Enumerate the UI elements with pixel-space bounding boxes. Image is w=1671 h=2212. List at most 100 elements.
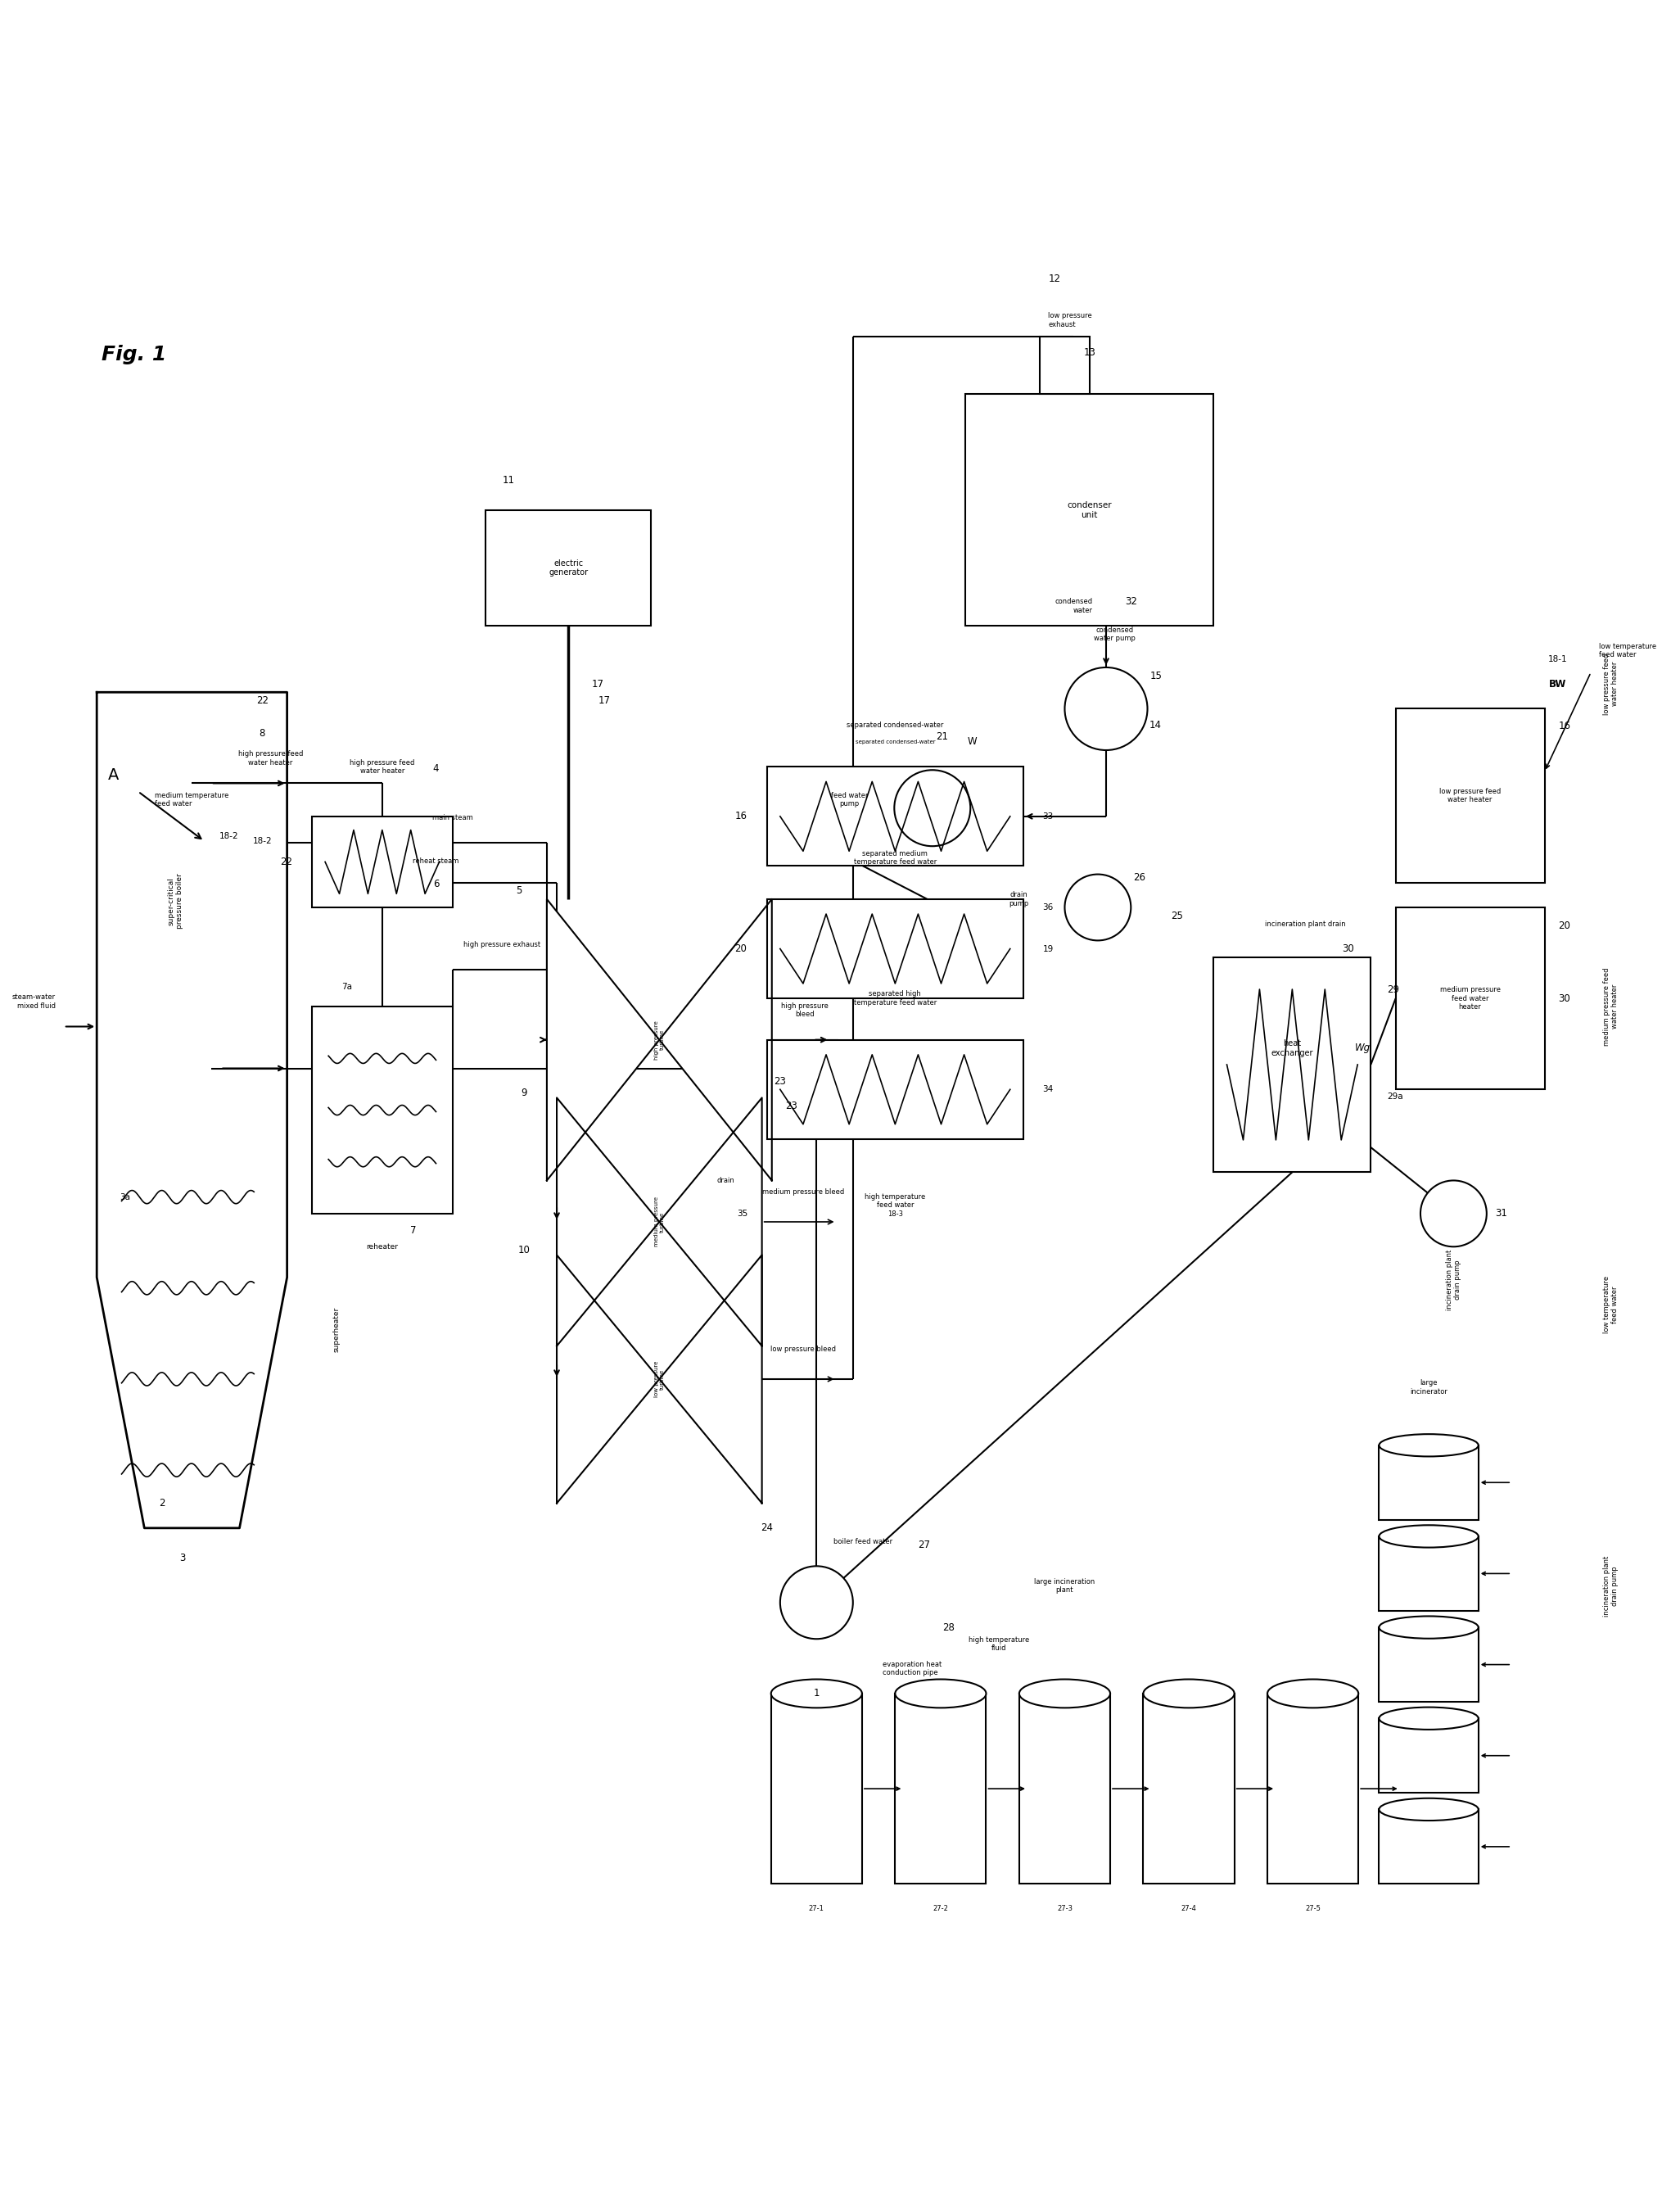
- Ellipse shape: [1143, 1679, 1235, 1708]
- Text: feed water
pump: feed water pump: [830, 792, 869, 807]
- Bar: [486, 511, 652, 626]
- Text: high pressure feed
water heater: high pressure feed water heater: [349, 759, 414, 774]
- Circle shape: [1064, 668, 1148, 750]
- Text: superheater: superheater: [333, 1307, 341, 1352]
- Polygon shape: [660, 1254, 762, 1504]
- Text: 26: 26: [1133, 872, 1145, 883]
- Text: low pressure feed
water heater: low pressure feed water heater: [1439, 787, 1501, 803]
- Polygon shape: [556, 1254, 660, 1504]
- Bar: [312, 1006, 453, 1214]
- Text: high pressure exhaust: high pressure exhaust: [463, 940, 541, 949]
- Text: 7a: 7a: [341, 982, 353, 991]
- Ellipse shape: [896, 1679, 986, 1708]
- Text: 27-3: 27-3: [1058, 1905, 1073, 1913]
- Bar: [1379, 1809, 1479, 1885]
- Text: Fig. 1: Fig. 1: [102, 345, 167, 365]
- Text: condenser
unit: condenser unit: [1068, 502, 1111, 520]
- Text: 22: 22: [256, 695, 269, 706]
- Polygon shape: [660, 1097, 762, 1345]
- Bar: [1379, 1537, 1479, 1610]
- Text: 5: 5: [516, 885, 521, 896]
- Polygon shape: [556, 1097, 660, 1345]
- Bar: [1395, 708, 1544, 883]
- Text: medium pressure
feed water
heater: medium pressure feed water heater: [1440, 987, 1501, 1011]
- Text: 11: 11: [503, 476, 515, 487]
- Text: steam-water
mixed fluid: steam-water mixed fluid: [12, 993, 55, 1009]
- Text: W: W: [968, 737, 978, 748]
- Bar: [767, 898, 1023, 998]
- Text: 34: 34: [1043, 1086, 1054, 1093]
- Text: 2: 2: [159, 1498, 165, 1509]
- Text: 3a: 3a: [120, 1192, 130, 1201]
- Ellipse shape: [1379, 1524, 1479, 1548]
- Text: 30: 30: [1342, 945, 1354, 953]
- Bar: [1379, 1628, 1479, 1701]
- Text: 20: 20: [735, 945, 747, 953]
- Text: high pressure feed
water heater: high pressure feed water heater: [237, 750, 302, 765]
- Bar: [896, 1694, 986, 1885]
- Text: 29: 29: [1387, 984, 1400, 995]
- Bar: [767, 768, 1023, 867]
- Polygon shape: [546, 898, 660, 1181]
- Text: BW: BW: [1549, 679, 1566, 690]
- Text: large
incinerator: large incinerator: [1410, 1380, 1447, 1396]
- Text: high pressure
bleed: high pressure bleed: [782, 1002, 829, 1018]
- Text: 19: 19: [1043, 945, 1054, 953]
- Text: 25: 25: [1171, 911, 1183, 920]
- Bar: [1379, 1444, 1479, 1520]
- Bar: [312, 816, 453, 907]
- Text: 28: 28: [942, 1621, 956, 1632]
- Text: medium pressure bleed: medium pressure bleed: [762, 1188, 844, 1197]
- Text: evaporation heat
conduction pipe: evaporation heat conduction pipe: [882, 1661, 942, 1677]
- Text: low pressure bleed: low pressure bleed: [770, 1345, 836, 1354]
- Text: drain
pump: drain pump: [1009, 891, 1028, 907]
- Text: 33: 33: [1043, 812, 1054, 821]
- Text: incineration plant
drain pump: incineration plant drain pump: [1445, 1250, 1462, 1310]
- Text: Wg: Wg: [1355, 1042, 1370, 1053]
- Text: 27-1: 27-1: [809, 1905, 824, 1913]
- Text: condensed
water pump: condensed water pump: [1093, 626, 1135, 641]
- Text: medium pressure
turbine: medium pressure turbine: [653, 1197, 665, 1248]
- Text: 27-5: 27-5: [1305, 1905, 1320, 1913]
- Text: 30: 30: [1559, 993, 1571, 1004]
- Ellipse shape: [1267, 1679, 1359, 1708]
- Bar: [1143, 1694, 1235, 1885]
- Ellipse shape: [1379, 1433, 1479, 1455]
- Text: condensed
water: condensed water: [1054, 597, 1093, 615]
- Text: drain: drain: [717, 1177, 735, 1183]
- Polygon shape: [660, 898, 772, 1181]
- Text: 17: 17: [592, 679, 605, 690]
- Text: 12: 12: [1048, 272, 1061, 283]
- Ellipse shape: [1379, 1708, 1479, 1730]
- Text: low temperature
feed water: low temperature feed water: [1602, 1276, 1619, 1334]
- Polygon shape: [97, 692, 287, 1528]
- Text: 10: 10: [518, 1245, 530, 1256]
- Text: high temperature
feed water
18-3: high temperature feed water 18-3: [864, 1192, 926, 1217]
- Text: 27: 27: [917, 1540, 931, 1551]
- Text: 9: 9: [521, 1088, 526, 1097]
- Text: low pressure
turbine: low pressure turbine: [653, 1360, 665, 1398]
- Text: 23: 23: [785, 1102, 797, 1110]
- Text: 15: 15: [1150, 670, 1161, 681]
- Text: separated condensed-water: separated condensed-water: [847, 721, 944, 730]
- Text: 18-1: 18-1: [1547, 655, 1567, 664]
- Text: main steam: main steam: [433, 814, 473, 821]
- Text: 35: 35: [737, 1210, 747, 1217]
- Text: 16: 16: [735, 812, 747, 821]
- Text: high pressure
turbine: high pressure turbine: [653, 1020, 665, 1060]
- Text: separated condensed-water: separated condensed-water: [856, 739, 936, 745]
- Text: 8: 8: [259, 728, 266, 739]
- Text: 21: 21: [936, 732, 949, 743]
- Text: separated high
temperature feed water: separated high temperature feed water: [854, 991, 936, 1006]
- Text: 17: 17: [598, 695, 612, 706]
- Text: medium pressure feed
water heater: medium pressure feed water heater: [1602, 967, 1619, 1046]
- Text: 3: 3: [179, 1553, 185, 1564]
- Text: 13: 13: [1083, 347, 1096, 358]
- Text: electric
generator: electric generator: [548, 560, 588, 577]
- Text: 29a: 29a: [1387, 1093, 1404, 1102]
- Ellipse shape: [770, 1679, 862, 1708]
- Text: low pressure feed
water heater: low pressure feed water heater: [1602, 653, 1619, 714]
- Text: 31: 31: [1496, 1208, 1507, 1219]
- Text: 14: 14: [1150, 721, 1161, 730]
- Bar: [1379, 1719, 1479, 1794]
